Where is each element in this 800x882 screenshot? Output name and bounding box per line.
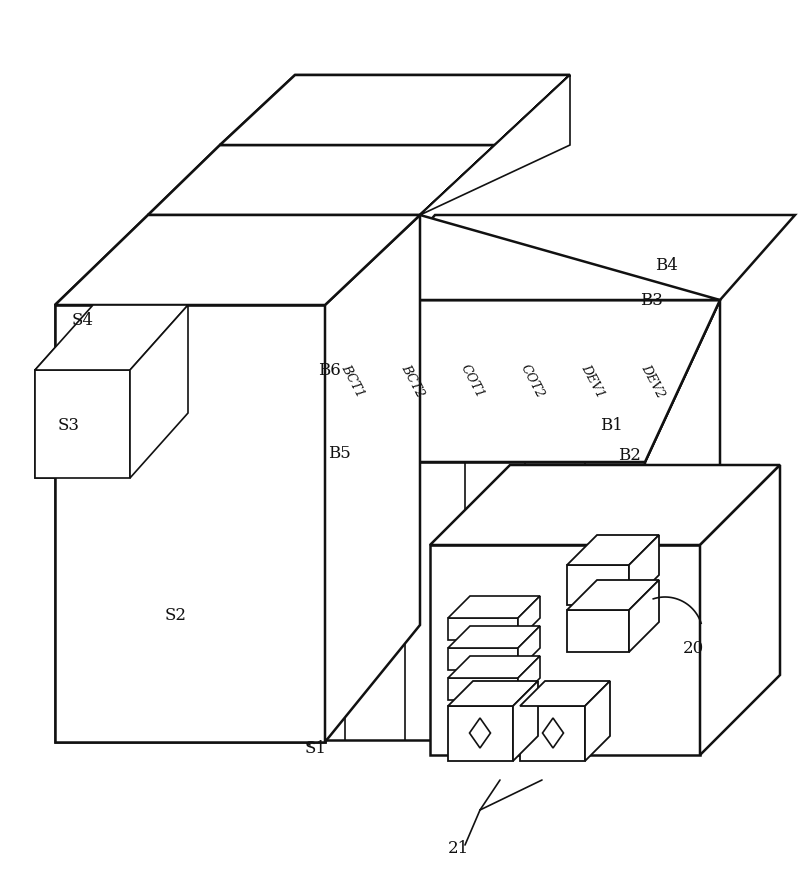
Polygon shape — [700, 465, 780, 755]
Polygon shape — [325, 215, 420, 742]
Polygon shape — [55, 305, 325, 742]
Polygon shape — [520, 681, 610, 706]
Polygon shape — [430, 545, 700, 755]
Polygon shape — [448, 678, 518, 700]
Polygon shape — [420, 75, 570, 215]
Text: DEV2: DEV2 — [638, 362, 666, 400]
Polygon shape — [285, 300, 720, 462]
Polygon shape — [645, 300, 720, 740]
Polygon shape — [520, 706, 585, 761]
Text: B5: B5 — [328, 445, 350, 462]
Text: B6: B6 — [318, 362, 341, 379]
Polygon shape — [448, 596, 540, 618]
Polygon shape — [148, 145, 495, 215]
Text: 21: 21 — [448, 840, 470, 857]
Text: S3: S3 — [58, 417, 80, 434]
Polygon shape — [585, 681, 610, 761]
Polygon shape — [420, 75, 570, 215]
Text: B4: B4 — [655, 257, 678, 274]
Text: BCT1: BCT1 — [338, 363, 366, 400]
Polygon shape — [448, 626, 540, 648]
Polygon shape — [430, 465, 780, 545]
Polygon shape — [448, 681, 538, 706]
Text: BCT2: BCT2 — [398, 363, 426, 400]
Polygon shape — [35, 370, 130, 478]
Polygon shape — [567, 580, 659, 610]
Polygon shape — [148, 145, 495, 215]
Polygon shape — [420, 75, 570, 215]
Text: S4: S4 — [72, 312, 94, 329]
Polygon shape — [35, 370, 130, 478]
Text: 20: 20 — [683, 640, 704, 657]
Text: COT1: COT1 — [458, 362, 486, 400]
Polygon shape — [448, 706, 513, 761]
Polygon shape — [55, 305, 325, 742]
Polygon shape — [518, 596, 540, 640]
Polygon shape — [285, 462, 645, 740]
Text: DEV1: DEV1 — [578, 362, 606, 400]
Polygon shape — [220, 75, 570, 145]
Text: B3: B3 — [640, 292, 663, 309]
Polygon shape — [448, 618, 518, 640]
Polygon shape — [470, 718, 490, 748]
Polygon shape — [518, 656, 540, 700]
Polygon shape — [148, 215, 720, 300]
Text: COT2: COT2 — [518, 362, 546, 400]
Polygon shape — [629, 535, 659, 605]
Polygon shape — [567, 610, 629, 652]
Polygon shape — [448, 648, 518, 670]
Polygon shape — [360, 215, 795, 300]
Text: S1: S1 — [305, 740, 327, 757]
Polygon shape — [518, 626, 540, 670]
Polygon shape — [542, 718, 563, 748]
Polygon shape — [513, 681, 538, 761]
Text: B2: B2 — [618, 447, 641, 464]
Polygon shape — [55, 215, 420, 305]
Polygon shape — [35, 305, 188, 370]
Polygon shape — [567, 535, 659, 565]
Polygon shape — [35, 305, 188, 370]
Polygon shape — [448, 656, 540, 678]
Polygon shape — [629, 580, 659, 652]
Polygon shape — [55, 215, 420, 305]
Polygon shape — [220, 75, 570, 145]
Polygon shape — [325, 215, 420, 742]
Polygon shape — [130, 305, 188, 478]
Polygon shape — [420, 75, 570, 215]
Text: S2: S2 — [165, 607, 187, 624]
Polygon shape — [130, 305, 188, 478]
Text: B1: B1 — [600, 417, 623, 434]
Polygon shape — [567, 565, 629, 605]
